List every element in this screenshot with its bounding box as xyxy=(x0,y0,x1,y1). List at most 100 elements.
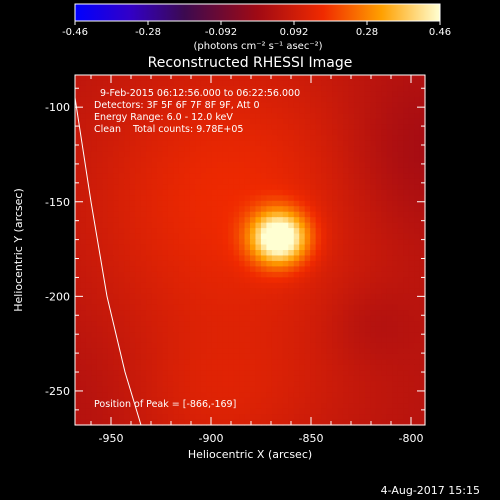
heatmap-cell xyxy=(408,96,415,103)
heatmap-cell xyxy=(397,167,404,175)
heatmap-cell xyxy=(167,211,175,218)
heatmap-cell xyxy=(271,107,278,114)
heatmap-cell xyxy=(310,386,317,393)
heatmap-cell xyxy=(228,414,235,421)
heatmap-cell xyxy=(91,266,98,273)
heatmap-cell xyxy=(299,277,306,284)
heatmap-cell xyxy=(189,403,196,410)
heatmap-cell xyxy=(381,113,388,120)
heatmap-cell xyxy=(107,129,114,136)
heatmap-cell xyxy=(282,85,289,93)
heatmap-cell xyxy=(370,167,377,175)
heatmap-cell xyxy=(293,107,300,114)
heatmap-cell xyxy=(151,266,158,273)
heatmap-cell xyxy=(80,419,87,426)
heatmap-cell xyxy=(146,195,153,202)
heatmap-cell xyxy=(75,260,82,268)
heatmap-cell xyxy=(419,342,426,350)
heatmap-cell xyxy=(414,244,421,251)
heatmap-cell xyxy=(299,408,306,415)
heatmap-cell xyxy=(250,80,257,87)
heatmap-cell xyxy=(332,359,339,366)
heatmap-cell xyxy=(277,124,284,131)
heatmap-cell xyxy=(85,310,93,317)
heatmap-cell xyxy=(271,222,278,229)
heatmap-cell xyxy=(353,239,360,246)
heatmap-cell xyxy=(348,151,355,158)
heatmap-cell xyxy=(135,386,142,393)
heatmap-cell xyxy=(250,403,257,410)
heatmap-cell xyxy=(321,206,328,213)
heatmap-cell xyxy=(107,260,114,268)
heatmap-cell xyxy=(206,332,213,339)
heatmap-cell xyxy=(277,260,284,268)
heatmap-cell xyxy=(118,386,125,393)
heatmap-cell xyxy=(348,146,355,153)
heatmap-cell xyxy=(403,200,410,207)
heatmap-cell xyxy=(233,370,240,377)
heatmap-cell xyxy=(403,233,410,240)
heatmap-cell xyxy=(250,304,257,311)
heatmap-cell xyxy=(277,107,284,114)
heatmap-cell xyxy=(277,217,284,224)
heatmap-cell xyxy=(353,151,360,158)
heatmap-cell xyxy=(271,228,278,235)
heatmap-cell xyxy=(107,342,114,350)
heatmap-cell xyxy=(304,342,311,350)
heatmap-cell xyxy=(162,414,169,421)
heatmap-cell xyxy=(228,129,235,136)
heatmap-cell xyxy=(342,337,350,344)
heatmap-cell xyxy=(151,397,158,404)
heatmap-cell xyxy=(293,102,300,109)
heatmap-cell xyxy=(315,113,322,120)
heatmap-cell xyxy=(129,233,136,240)
heatmap-cell xyxy=(282,162,289,169)
heatmap-cell xyxy=(173,364,180,371)
heatmap-cell xyxy=(337,299,344,306)
heatmap-cell xyxy=(392,91,399,98)
heatmap-cell xyxy=(173,375,180,382)
heatmap-cell xyxy=(293,326,300,333)
heatmap-cell xyxy=(178,184,185,191)
heatmap-cell xyxy=(375,173,382,180)
heatmap-cell xyxy=(332,370,339,377)
heatmap-cell xyxy=(151,167,158,175)
heatmap-cell xyxy=(75,282,82,289)
heatmap-cell xyxy=(151,315,158,322)
heatmap-cell xyxy=(129,228,136,235)
heatmap-cell xyxy=(364,91,371,98)
heatmap-cell xyxy=(167,217,175,224)
heatmap-cell xyxy=(107,85,114,93)
heatmap-cell xyxy=(146,408,153,415)
heatmap-cell xyxy=(173,184,180,191)
heatmap-cell xyxy=(162,162,169,169)
heatmap-cell xyxy=(414,157,421,164)
heatmap-cell xyxy=(211,102,218,109)
heatmap-cell xyxy=(135,217,142,224)
heatmap-cell xyxy=(184,200,191,207)
heatmap-cell xyxy=(206,189,213,196)
heatmap-cell xyxy=(348,211,355,218)
heatmap-cell xyxy=(293,173,300,180)
heatmap-cell xyxy=(348,96,355,103)
heatmap-cell xyxy=(195,118,202,125)
heatmap-cell xyxy=(408,414,415,421)
heatmap-cell xyxy=(96,96,103,103)
heatmap-cell xyxy=(332,173,339,180)
heatmap-cell xyxy=(200,96,207,103)
heatmap-cell xyxy=(184,260,191,268)
heatmap-cell xyxy=(370,397,377,404)
heatmap-cell xyxy=(118,364,125,371)
heatmap-cell xyxy=(386,195,393,202)
heatmap-cell xyxy=(271,162,278,169)
heatmap-cell xyxy=(293,266,300,273)
heatmap-cell xyxy=(414,228,421,235)
heatmap-cell xyxy=(244,386,251,393)
heatmap-cell xyxy=(239,96,246,103)
heatmap-cell xyxy=(293,140,300,147)
heatmap-cell xyxy=(217,189,224,196)
heatmap-cell xyxy=(102,332,109,339)
heatmap-cell xyxy=(151,118,158,125)
heatmap-cell xyxy=(107,118,114,125)
heatmap-cell xyxy=(129,250,136,257)
